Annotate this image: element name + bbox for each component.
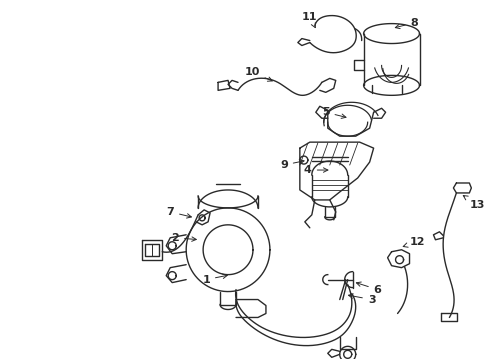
Text: 6: 6 xyxy=(356,282,382,294)
Polygon shape xyxy=(168,242,176,250)
Text: 9: 9 xyxy=(280,159,304,170)
Text: 5: 5 xyxy=(322,107,346,118)
Polygon shape xyxy=(168,272,176,280)
Text: 1: 1 xyxy=(202,274,227,285)
Text: 8: 8 xyxy=(395,18,418,29)
Polygon shape xyxy=(395,256,404,264)
Polygon shape xyxy=(343,350,352,358)
Text: 4: 4 xyxy=(304,165,328,175)
Text: 7: 7 xyxy=(166,207,192,218)
Text: 3: 3 xyxy=(348,294,375,305)
Text: 11: 11 xyxy=(302,12,318,28)
Text: 13: 13 xyxy=(463,195,485,210)
Text: 2: 2 xyxy=(172,233,196,243)
Polygon shape xyxy=(300,156,308,164)
Polygon shape xyxy=(199,215,205,221)
Text: 12: 12 xyxy=(403,237,425,247)
Text: 10: 10 xyxy=(245,67,272,81)
